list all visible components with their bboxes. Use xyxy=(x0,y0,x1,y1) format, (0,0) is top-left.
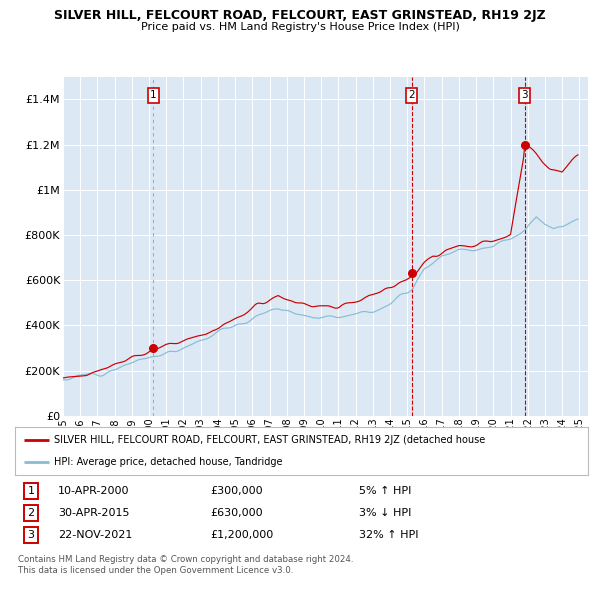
Text: £630,000: £630,000 xyxy=(210,509,262,518)
Text: £1,200,000: £1,200,000 xyxy=(210,530,273,540)
Text: SILVER HILL, FELCOURT ROAD, FELCOURT, EAST GRINSTEAD, RH19 2JZ: SILVER HILL, FELCOURT ROAD, FELCOURT, EA… xyxy=(54,9,546,22)
Text: SILVER HILL, FELCOURT ROAD, FELCOURT, EAST GRINSTEAD, RH19 2JZ (detached house: SILVER HILL, FELCOURT ROAD, FELCOURT, EA… xyxy=(54,435,485,445)
Text: 2: 2 xyxy=(408,90,415,100)
Text: Price paid vs. HM Land Registry's House Price Index (HPI): Price paid vs. HM Land Registry's House … xyxy=(140,22,460,32)
Text: £300,000: £300,000 xyxy=(210,486,262,496)
Text: 10-APR-2000: 10-APR-2000 xyxy=(58,486,130,496)
Text: This data is licensed under the Open Government Licence v3.0.: This data is licensed under the Open Gov… xyxy=(18,566,293,575)
Text: 1: 1 xyxy=(28,486,35,496)
Text: Contains HM Land Registry data © Crown copyright and database right 2024.: Contains HM Land Registry data © Crown c… xyxy=(18,555,353,563)
Text: 5% ↑ HPI: 5% ↑ HPI xyxy=(359,486,411,496)
Text: 30-APR-2015: 30-APR-2015 xyxy=(58,509,130,518)
Text: 3: 3 xyxy=(521,90,528,100)
Text: 2: 2 xyxy=(28,509,35,518)
Text: 3: 3 xyxy=(28,530,35,540)
Text: 1: 1 xyxy=(150,90,157,100)
Text: 3% ↓ HPI: 3% ↓ HPI xyxy=(359,509,411,518)
Text: HPI: Average price, detached house, Tandridge: HPI: Average price, detached house, Tand… xyxy=(54,457,283,467)
Text: 22-NOV-2021: 22-NOV-2021 xyxy=(58,530,133,540)
Text: 32% ↑ HPI: 32% ↑ HPI xyxy=(359,530,418,540)
